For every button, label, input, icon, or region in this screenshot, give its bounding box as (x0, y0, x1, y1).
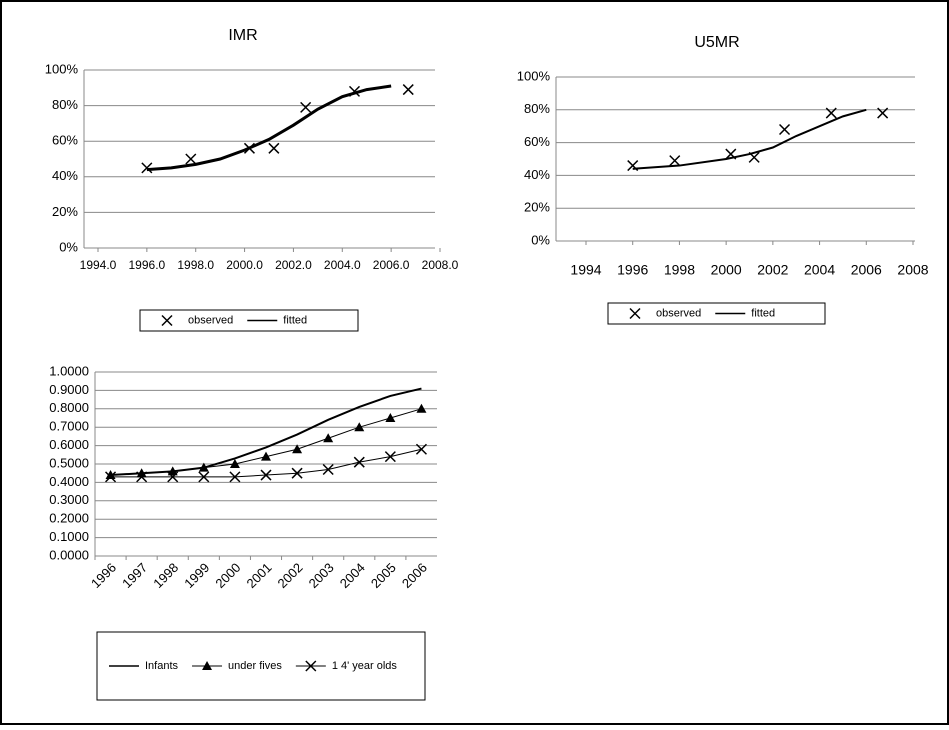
observed-point (825, 107, 837, 119)
y-tick-label: 0% (59, 239, 78, 254)
point (415, 443, 427, 455)
y-tick-label: 0.7000 (49, 419, 89, 434)
point (167, 471, 179, 483)
legend-marker (202, 661, 213, 670)
legend-label: 1 4' year olds (332, 660, 398, 672)
x-tick-label: 2002.0 (275, 258, 312, 272)
chart-title: U5MR (694, 34, 739, 51)
y-tick-label: 0.0000 (49, 547, 89, 562)
x-tick-label: 2006 (851, 262, 882, 278)
x-tick-label: 2006.0 (373, 258, 410, 272)
y-tick-label: 0.3000 (49, 492, 89, 507)
legend-label: fitted (283, 314, 307, 326)
x-tick-label: 1994.0 (80, 258, 117, 272)
x-tick-label: 2000 (711, 262, 742, 278)
y-tick-label: 0.5000 (49, 455, 89, 470)
point (229, 459, 240, 468)
legend-label: observed (188, 314, 233, 326)
y-tick-label: 60% (524, 134, 550, 149)
x-tick-label: 2008.0 (422, 258, 459, 272)
legend-marker (161, 314, 173, 327)
x-tick-label: 2004 (804, 262, 835, 278)
x-tick-label: 1998 (664, 262, 695, 278)
legend-marker (305, 660, 317, 672)
point (198, 471, 210, 483)
y-tick-label: 20% (52, 204, 78, 219)
point (353, 456, 365, 468)
y-tick-label: 0.8000 (49, 400, 89, 415)
x-tick-label: 2008 (897, 262, 928, 278)
point (167, 466, 178, 476)
point (384, 451, 396, 463)
point (416, 403, 427, 413)
point (198, 462, 209, 472)
legend-label: Infants (145, 660, 179, 672)
legend-box (96, 631, 426, 701)
x-tick-label: 1998.0 (177, 258, 214, 272)
observed-point (877, 107, 889, 119)
observed-point (185, 153, 197, 165)
y-tick-label: 40% (52, 168, 78, 183)
y-tick-label: 1.0000 (49, 363, 89, 378)
y-tick-label: 0.1000 (49, 529, 89, 544)
observed-point (141, 162, 153, 174)
point (292, 444, 303, 454)
legend-marker (629, 307, 641, 320)
y-tick-label: 0% (531, 232, 550, 247)
x-tick-label: 2000.0 (226, 258, 263, 272)
point (229, 471, 241, 483)
point (291, 467, 303, 479)
point (260, 469, 272, 481)
fitted-line (632, 108, 867, 170)
y-tick-label: 60% (52, 133, 78, 148)
y-tick-label: 0.4000 (49, 474, 89, 489)
point (261, 451, 271, 461)
y-tick-label: 0.2000 (49, 511, 89, 526)
y-tick-label: 100% (45, 61, 79, 76)
legend-label: fitted (751, 307, 775, 319)
y-tick-label: 100% (517, 68, 551, 83)
observed-point (268, 142, 280, 154)
x-tick-label: 2002 (757, 262, 788, 278)
x-tick-label: 2004.0 (324, 258, 361, 272)
observed-point (300, 101, 312, 113)
point (354, 422, 365, 432)
legend-label: observed (656, 307, 701, 319)
x-tick-label: 1994 (570, 262, 601, 278)
point (385, 413, 396, 422)
point (136, 471, 148, 483)
point (105, 471, 117, 483)
fitted-line (146, 84, 392, 172)
x-tick-label: 1996.0 (129, 258, 166, 272)
point (322, 463, 334, 476)
point (323, 433, 334, 443)
y-tick-label: 80% (52, 97, 78, 112)
chart-title: IMR (228, 27, 257, 44)
observed-point (779, 123, 791, 136)
x-tick-label: 1996 (617, 262, 648, 278)
observed-point (669, 155, 681, 167)
y-tick-label: 80% (524, 101, 550, 116)
legend-label: under fives (228, 660, 282, 672)
y-tick-label: 20% (524, 200, 550, 215)
observed-point (402, 84, 414, 96)
y-tick-label: 40% (524, 167, 550, 182)
y-tick-label: 0.9000 (49, 382, 89, 397)
y-tick-label: 0.6000 (49, 437, 89, 452)
